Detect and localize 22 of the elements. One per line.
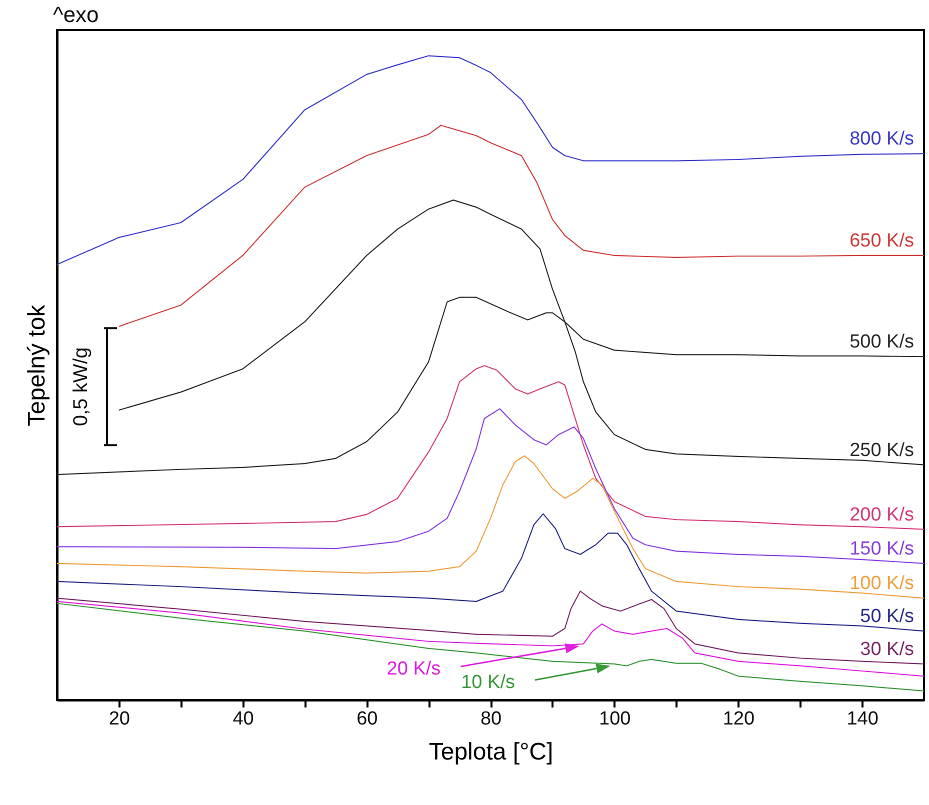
x-axis-title: Teplota [°C]	[428, 738, 554, 766]
text: ^exo	[53, 2, 99, 27]
y-axis-title: Tepelný tok	[24, 304, 50, 426]
x-tick-label: 120	[722, 708, 755, 730]
x-tick-label: 140	[846, 708, 878, 730]
x-tick-label: 20	[108, 708, 130, 730]
series-label: 650 K/s	[850, 230, 914, 252]
series-label: 200 K/s	[850, 504, 914, 526]
series-label: 100 K/s	[850, 573, 914, 594]
legend-label: 10 K/s	[461, 672, 515, 694]
x-tick-label: 40	[232, 708, 254, 730]
x-tick-label: 60	[356, 708, 378, 730]
series-label: 800 K/s	[850, 128, 914, 150]
series-label: 250 K/s	[850, 440, 914, 461]
series-label: 20 K/s	[386, 658, 441, 680]
series-label: 50 K/s	[860, 606, 914, 628]
x-tick-label: 80	[480, 708, 502, 730]
x-tick-label: 100	[599, 708, 631, 730]
series-label: 150 K/s	[850, 538, 914, 560]
series-label: 30 K/s	[860, 638, 914, 660]
annotation: 0,5 kW/g	[70, 347, 92, 426]
series-label: 500 K/s	[850, 332, 914, 353]
